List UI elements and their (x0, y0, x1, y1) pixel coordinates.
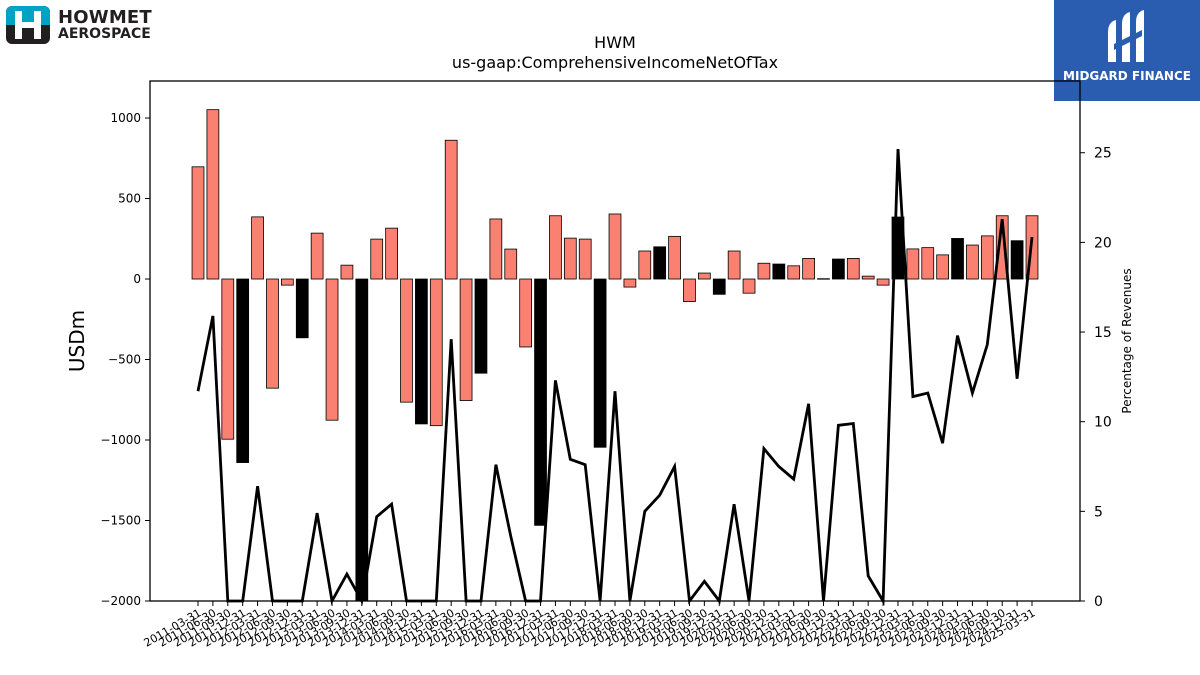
bar-2024-06-30 (980, 235, 994, 280)
bar-2020-09-30 (757, 262, 771, 280)
bar-2019-06-30 (683, 278, 696, 302)
bar-2011-09-30 (221, 278, 235, 440)
bar-2013-09-30 (340, 264, 354, 280)
bar-2015-06-30 (444, 139, 458, 280)
bar-2021-06-30 (802, 258, 815, 280)
bar-2014-03-31 (370, 238, 384, 280)
bar-2013-12-31 (355, 278, 369, 602)
bar-2022-03-31 (846, 258, 860, 280)
y-tick-label: −1500 (100, 514, 141, 528)
y-tick-label: 0 (133, 272, 141, 286)
midgard-logo: MIDGARD FINANCE (1054, 0, 1200, 101)
bar-2023-06-30 (921, 247, 935, 280)
chart-title: HWM (594, 33, 636, 52)
bar-2020-03-31 (727, 250, 741, 280)
plot-frame (149, 80, 1081, 602)
y2-tick-label: 10 (1094, 415, 1112, 431)
y2-tick-label: 15 (1094, 325, 1112, 341)
bar-2016-09-30 (519, 278, 533, 348)
bar-2015-09-30 (459, 278, 473, 401)
bar-2019-09-30 (698, 272, 711, 280)
bar-2014-12-31 (415, 278, 428, 425)
bar-2015-12-31 (474, 278, 488, 374)
bar-2016-12-31 (534, 278, 547, 526)
bar-2020-06-30 (742, 278, 756, 294)
y-axis: −2000 −1500 −1000 −500 0 500 1000 (100, 111, 150, 608)
x-axis: 2011-03-312011-06-302011-09-302011-12-31… (142, 601, 1038, 650)
y2-axis-label: Percentage of Revenues (1120, 268, 1134, 413)
bar-2024-09-30 (995, 215, 1009, 280)
bar-2012-12-31 (295, 278, 309, 339)
logo-left-line1: HOWMET (58, 7, 152, 28)
bar-2023-09-30 (936, 254, 950, 280)
bar-2011-06-30 (206, 109, 220, 280)
bar-2017-09-30 (578, 238, 592, 280)
bar-2011-03-31 (191, 166, 205, 280)
y2-tick-label: 20 (1094, 235, 1112, 251)
bar-2012-09-30 (280, 278, 294, 286)
y2-tick-label: 0 (1094, 594, 1103, 610)
bar-2012-06-30 (266, 278, 279, 389)
bar-2011-12-31 (236, 278, 250, 463)
howmet-logo-mark-icon (6, 6, 50, 44)
chart-subtitle: us-gaap:ComprehensiveIncomeNetOfTax (452, 53, 778, 72)
revenue-percentage-line (196, 149, 1034, 606)
bar-2020-12-31 (772, 263, 786, 280)
bar-2018-12-31 (653, 246, 667, 280)
bar-2018-03-31 (608, 213, 622, 280)
bar-2017-12-31 (593, 278, 607, 448)
howmet-logo: HOWMET AEROSPACE (6, 6, 176, 46)
bar-2014-06-30 (385, 227, 398, 280)
bar-2021-09-30 (817, 278, 830, 280)
y-tick-label: 1000 (110, 111, 141, 125)
bar-2016-03-31 (489, 218, 503, 280)
y-tick-label: −500 (108, 353, 141, 367)
bar-2023-03-31 (906, 248, 920, 280)
bar-2018-09-30 (638, 250, 652, 280)
bar-2024-03-31 (966, 244, 979, 280)
bar-2017-06-30 (563, 237, 577, 280)
bar-2019-03-31 (668, 235, 681, 280)
y2-axis: 0 5 10 15 20 25 (1080, 146, 1112, 610)
bar-2021-03-31 (787, 265, 801, 280)
bar-2018-06-30 (623, 278, 637, 288)
y-tick-label: 500 (118, 192, 141, 206)
logo-left-line2: AEROSPACE (58, 26, 151, 42)
y2-tick-label: 5 (1094, 504, 1103, 520)
bar-2019-12-31 (712, 278, 726, 295)
bar-2015-03-31 (429, 278, 443, 427)
bar-2022-06-30 (861, 275, 875, 280)
midgard-logo-mark-icon (1108, 10, 1144, 62)
bar-2023-12-31 (951, 238, 964, 280)
bar-2012-03-31 (251, 216, 264, 280)
y-tick-label: −2000 (100, 594, 141, 608)
y-axis-label: USDm (65, 310, 89, 372)
line-layer (196, 149, 1034, 606)
bars-group (191, 109, 1039, 602)
bar-2013-03-31 (310, 232, 324, 280)
y2-tick-label: 25 (1094, 146, 1112, 162)
bar-2021-12-31 (832, 258, 845, 280)
bar-2024-12-31 (1010, 240, 1024, 280)
bar-2014-09-30 (400, 278, 413, 403)
y-tick-label: −1000 (100, 433, 141, 447)
bar-2016-06-30 (504, 248, 518, 280)
bar-2017-03-31 (549, 215, 562, 280)
bar-2022-09-30 (876, 278, 890, 286)
bar-2013-06-30 (325, 278, 339, 421)
logo-right-text: MIDGARD FINANCE (1063, 69, 1191, 83)
